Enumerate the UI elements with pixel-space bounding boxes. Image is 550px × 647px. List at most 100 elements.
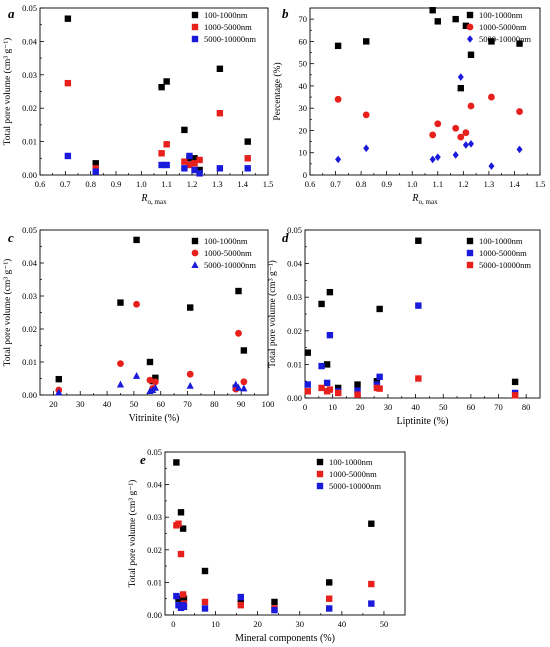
series-2	[335, 73, 523, 170]
data-point	[429, 7, 436, 14]
x-tick-label: 1.5	[263, 179, 274, 189]
x-tick-label: 0.9	[111, 179, 122, 189]
x-tick-label: 30	[384, 402, 393, 412]
x-axis-label: Ro, max	[411, 193, 438, 206]
legend-marker	[191, 249, 199, 257]
y-tick-label: 0.00	[22, 170, 37, 180]
x-tick-label: 60	[467, 402, 476, 412]
data-point	[64, 15, 72, 22]
x-tick-label: 30	[295, 619, 304, 629]
data-point	[186, 381, 194, 389]
data-point	[244, 138, 251, 145]
data-point	[240, 347, 248, 354]
data-point	[457, 133, 465, 141]
x-tick-label: 90	[237, 399, 246, 409]
y-tick-label: 40	[299, 81, 308, 91]
data-point	[179, 525, 187, 532]
data-point	[376, 305, 383, 313]
panel-a: a 0.6 0.7 0.8 0.9 1.0 1.1 1.2 1.3 1.4 1.5 0.00 0.01 0…	[2, 3, 273, 206]
data-point	[181, 165, 188, 172]
y-tick-label: 0.05	[22, 3, 37, 13]
data-point	[181, 158, 188, 165]
data-point	[55, 375, 62, 383]
x-tick-label: 60	[156, 399, 165, 409]
data-point	[55, 388, 63, 396]
x-tick-label: 1.3	[484, 179, 495, 189]
data-point	[152, 374, 159, 382]
data-point	[201, 605, 209, 612]
data-point	[191, 166, 198, 174]
legend-label: 5000-10000nm	[329, 481, 381, 491]
data-point	[180, 595, 188, 602]
data-point	[117, 360, 124, 368]
y-tick-label: 0.03	[22, 70, 37, 80]
legend-marker	[466, 237, 474, 245]
series-2	[64, 152, 251, 177]
legend-label: 1000-5000nm	[329, 469, 377, 479]
legend-label: 5000-10000nm	[204, 260, 256, 270]
x-axis-label-main: R	[140, 193, 147, 204]
data-point	[334, 42, 342, 50]
data-point	[133, 300, 140, 308]
legend-marker	[191, 237, 199, 245]
panel-e: e 0 10 20 30 40 50 0.00 0.01 0.02 0.03 0.04 0.05 Mine…	[127, 447, 406, 644]
data-point	[196, 156, 203, 164]
data-point	[163, 161, 170, 169]
data-point	[335, 155, 342, 164]
x-axis-label: Ro, max	[140, 193, 167, 206]
x-tick-label: 70	[183, 399, 192, 409]
legend-label: 100-1000nm	[204, 236, 248, 246]
y-tick-label: 0	[303, 170, 307, 180]
data-point	[334, 389, 342, 397]
data-point	[354, 391, 361, 398]
x-tick-label: 1.0	[407, 179, 418, 189]
panel-letter: d	[282, 230, 289, 245]
x-tick-label: 1.1	[161, 179, 172, 189]
series-2	[304, 375, 519, 399]
data-point	[163, 78, 170, 85]
y-tick-label: 70	[299, 14, 308, 24]
data-point	[452, 124, 460, 132]
data-point	[318, 362, 325, 370]
data-point	[462, 22, 470, 30]
y-tick-label: 0.05	[22, 225, 37, 235]
data-point	[116, 380, 125, 388]
data-point	[196, 166, 203, 174]
data-point	[429, 155, 436, 164]
x-tick-label: 40	[103, 399, 112, 409]
y-axis-label: Total pore volume (cm³ g⁻¹)	[127, 480, 138, 588]
legend-marker	[466, 249, 474, 257]
data-point	[363, 144, 370, 153]
data-point	[177, 550, 185, 558]
y-tick-label: 0.00	[22, 390, 37, 400]
x-axis-label: Liptinite (%)	[397, 416, 449, 427]
data-point	[363, 38, 370, 45]
x-tick-label: 10	[211, 619, 220, 629]
y-axis-label: Percentage (%)	[272, 62, 283, 120]
legend-marker	[191, 261, 199, 268]
x-tick-label: 0.6	[305, 179, 316, 189]
legend-marker	[191, 35, 199, 43]
legend: 100-1000nm 1000-5000nm 5000-10000nm	[191, 10, 256, 44]
data-point	[133, 236, 140, 244]
data-point	[237, 602, 244, 609]
x-tick-label: 40	[411, 402, 420, 412]
data-point	[271, 606, 278, 614]
legend: 100-1000nm 1000-5000nm 5000-10000nm	[316, 457, 381, 491]
data-point	[362, 111, 370, 119]
x-tick-label: 50	[130, 399, 139, 409]
legend-label: 1000-5000nm	[204, 248, 252, 258]
data-point	[151, 378, 159, 386]
legend-marker	[191, 11, 199, 19]
x-tick-label: 100	[262, 399, 275, 409]
data-point	[235, 329, 242, 337]
y-tick-label: 20	[299, 125, 308, 135]
data-point	[237, 593, 244, 601]
data-point	[488, 38, 495, 45]
series-2	[173, 592, 375, 614]
panel-letter: c	[8, 230, 14, 245]
y-tick-label: 0.02	[287, 326, 302, 336]
legend-label: 5000-10000nm	[479, 260, 531, 270]
x-tick-label: 0.9	[381, 179, 392, 189]
y-tick-label: 0.02	[22, 324, 37, 334]
